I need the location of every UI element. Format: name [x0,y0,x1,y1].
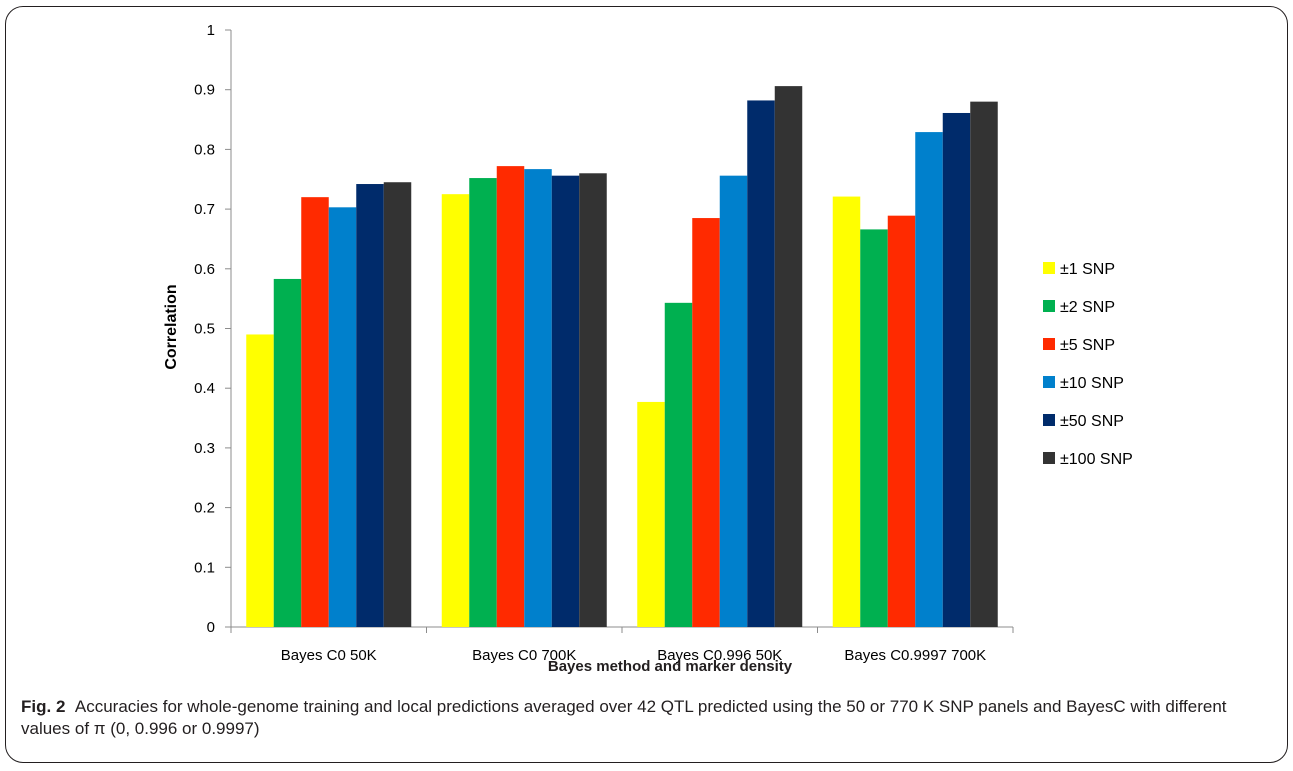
figure-caption: Fig. 2 Accuracies for whole-genome train… [21,696,1271,740]
bar [942,112,971,627]
bar [579,173,607,627]
legend-swatch [1043,300,1055,312]
caption-text: Accuracies for whole-genome training and… [21,697,1227,738]
x-tick-label: Bayes C0 50K [281,647,377,664]
bar [273,278,302,627]
legend: ±1 SNP ±2 SNP ±5 SNP ±10 SNP ±50 SNP ±100 SNP [1043,261,1133,468]
legend-label: ±5 SNP [1060,337,1115,354]
caption-label: Fig. 2 [21,697,66,716]
bar [441,194,470,628]
x-tick-label: Bayes C0 700K [472,647,576,664]
y-tick-label: 0.2 [194,500,215,517]
legend-label: ±2 SNP [1060,299,1115,316]
y-axis-label: Correlation [163,284,180,369]
bar [747,100,775,628]
bar [692,218,720,627]
y-tick-label: 0.9 [194,82,215,99]
y-tick-label: 0 [207,619,215,636]
legend-label: ±100 SNP [1060,451,1133,468]
bar [246,334,274,627]
x-tick-labels: Bayes C0 50K Bayes C0 700K Bayes C0.996 50… [281,647,986,664]
legend-label: ±50 SNP [1060,413,1124,430]
y-tick-label: 0.8 [194,141,215,158]
legend-swatch [1043,414,1055,426]
bar [860,229,888,627]
legend-label: ±1 SNP [1060,261,1115,278]
y-tick-label: 0.6 [194,261,215,278]
x-axis-label: Bayes method and marker density [547,658,793,675]
figure-frame [5,6,1288,763]
bar [664,302,693,627]
bar [637,401,665,627]
y-tick-label: 0.1 [194,559,215,576]
bar [719,175,748,627]
legend-swatch [1043,376,1055,388]
chart-bars [246,86,998,628]
y-tick-label: 0.5 [194,321,215,338]
x-tick-label: Bayes C0.9997 700K [844,647,986,664]
y-tick-label: 1 [207,22,215,39]
bar [301,197,329,627]
y-tick-labels: 0 0.1 0.2 0.3 0.4 0.5 0.6 0.7 0.8 0.9 1 [194,22,215,636]
bar [356,184,384,627]
x-tick-label: Bayes C0.996 50K [657,647,782,664]
y-tick-label: 0.4 [194,380,215,397]
bar [383,182,412,628]
legend-swatch [1043,338,1055,350]
bar [496,166,525,627]
bar [524,169,552,627]
bar [551,175,580,627]
y-tick-label: 0.3 [194,440,215,457]
bar [328,207,357,627]
bar [832,196,861,628]
legend-label: ±10 SNP [1060,375,1124,392]
legend-swatch [1043,452,1055,464]
bar [970,101,998,627]
bar [915,132,943,627]
legend-swatch [1043,262,1055,274]
bar [887,215,916,628]
bar [774,86,803,628]
y-tick-label: 0.7 [194,201,215,218]
bar [469,178,497,627]
